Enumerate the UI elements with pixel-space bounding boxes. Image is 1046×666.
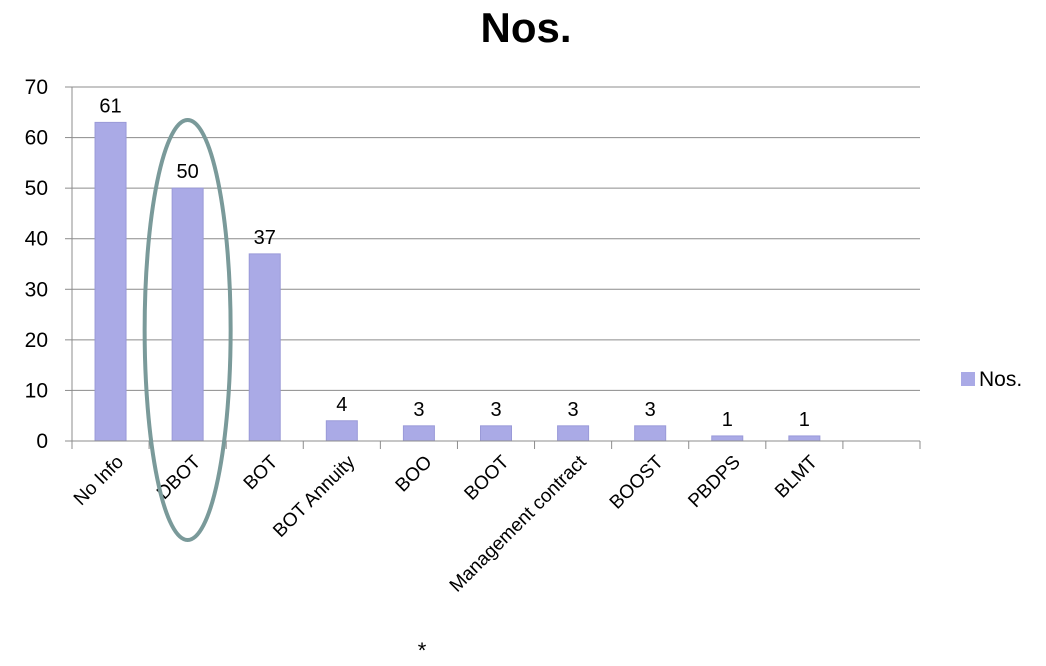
highlight-ellipse (142, 118, 233, 542)
bar (248, 253, 281, 442)
bar (788, 435, 821, 442)
data-label: 1 (799, 409, 810, 431)
chart-title: Nos. (480, 4, 571, 51)
legend-swatch (961, 372, 975, 386)
data-label: 37 (254, 227, 276, 249)
bar (557, 425, 590, 442)
bar (634, 425, 667, 442)
x-tick-label: BLMT (771, 451, 822, 502)
y-tick-label: 0 (36, 430, 48, 453)
highlight-annotation (142, 118, 233, 542)
x-tick-label: BOOST (606, 451, 668, 513)
y-tick-label: 50 (25, 177, 48, 200)
bar (171, 187, 204, 442)
bar (711, 435, 744, 442)
x-tick-label: BOT (240, 451, 283, 494)
data-label: 1 (722, 409, 733, 431)
y-axis-tick-labels: 0 10 20 30 40 50 60 70 (25, 76, 48, 453)
bar (325, 420, 358, 442)
data-label: 3 (413, 399, 424, 421)
legend-label: Nos. (979, 368, 1022, 391)
data-label: 4 (336, 394, 347, 416)
legend: Nos. (961, 368, 1022, 391)
x-tick-label: PBDPS (684, 452, 744, 512)
x-tick-label: No Info (70, 452, 128, 510)
x-tick-label: BOOT (461, 451, 514, 504)
gridlines (72, 86, 920, 391)
x-tick-label: Management contract (446, 451, 591, 596)
data-label: 3 (568, 399, 579, 421)
footnote-marker: * (418, 638, 427, 663)
y-tick-label: 70 (25, 76, 48, 99)
axes (65, 86, 921, 449)
bar (480, 425, 512, 442)
y-tick-label: 30 (25, 278, 48, 301)
data-label: 61 (99, 95, 121, 117)
data-labels: 61 50 37 4 3 3 3 3 1 1 (99, 95, 810, 431)
y-tick-label: 20 (25, 329, 48, 352)
x-tick-label: BOT Annuity (269, 451, 359, 541)
data-label: 3 (645, 399, 656, 421)
bar (402, 425, 435, 442)
data-label: 50 (177, 161, 199, 183)
bar-series (94, 121, 821, 442)
data-label: 3 (490, 399, 501, 421)
bar (94, 121, 127, 442)
y-tick-label: 60 (25, 127, 48, 150)
y-tick-label: 10 (25, 379, 48, 402)
y-tick-label: 40 (25, 228, 48, 251)
x-tick-label: BOO (392, 452, 437, 497)
